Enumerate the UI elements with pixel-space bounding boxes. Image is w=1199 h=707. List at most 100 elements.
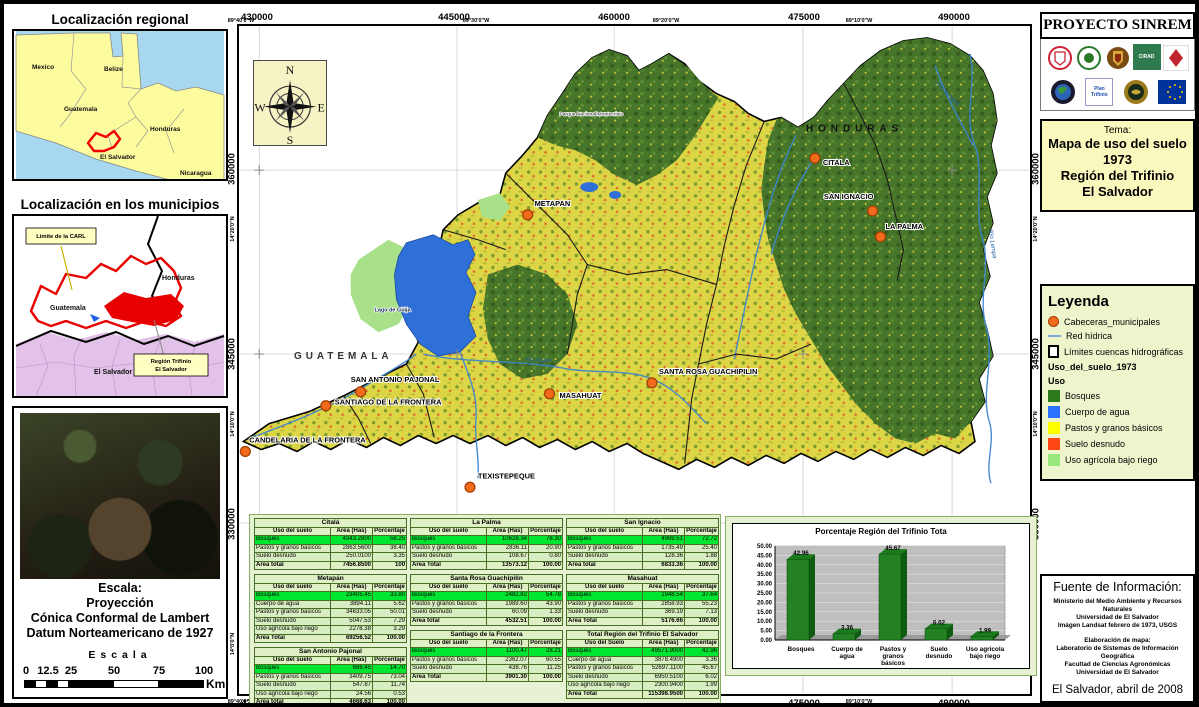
chart-title: Porcentaje Región del Trifinio Tota	[815, 527, 947, 536]
landuse-map-svg: HONDURAS GUATEMALA Lago de Güija Parque …	[239, 26, 1030, 694]
fuente-box: Fuente de Información: Ministerio del Me…	[1040, 574, 1195, 703]
bar-value-label: 3.36	[841, 625, 854, 632]
lon-label: 89°30'0"W	[462, 18, 490, 24]
utm-label: 345000	[226, 338, 238, 370]
table-row: Bosques 49571.9000 42.96	[566, 647, 719, 657]
fuente-title: Fuente de Información:	[1053, 580, 1182, 594]
table-header-row: Uso del suelo Área (Has) Porcentaje	[410, 582, 563, 592]
city-dot-icon	[522, 209, 534, 221]
city-marker[interactable]: SAN IGNACIO	[823, 191, 879, 217]
table-row: Cuerpo de agua 3894.11 5.62	[254, 599, 408, 609]
y-tick-label: 40.00	[757, 563, 773, 569]
table-row: Bosques 1948.54 37.64	[566, 591, 720, 601]
legend-item: Límites cuencas hidrográficas	[1048, 345, 1187, 358]
table-row: Bosques 4969.51 72.72	[566, 535, 720, 545]
svg-text:El Salvador: El Salvador	[100, 154, 136, 161]
landuse-table: Santa Rosa Guachipilín Uso del suelo Área …	[410, 574, 563, 626]
city-marker[interactable]: SANTA ROSA GUACHIPILIN	[646, 366, 758, 389]
legend-item: Cabeceras_municipales	[1048, 316, 1187, 327]
city-marker[interactable]: LA PALMA	[874, 221, 925, 243]
photo-tree	[20, 413, 220, 579]
datum-name: Datum Norteamericano de 1927	[26, 626, 214, 640]
fuente-line: Facultad de Ciencias Agronómicas	[1064, 661, 1171, 668]
city-marker[interactable]: SAN ANTONIO PAJONAL	[350, 374, 441, 398]
guatemala-label: GUATEMALA	[294, 351, 393, 362]
table-row: Suelo desnudo 5047.53 7.29	[254, 616, 408, 626]
bar-side-3d	[993, 631, 999, 640]
x-category-label: agua	[840, 653, 855, 660]
logos-box: CIRAD Plan Trifinio	[1040, 39, 1195, 111]
scalebar: 0 12.5 25 50 75 100 Km	[22, 665, 226, 691]
projection-name: Cónica Conformal de Lambert	[30, 611, 210, 625]
lon-label: 89°40'0"W	[227, 18, 255, 24]
landuse-table: San Antonio Pajonal Uso del suelo Área (Ha…	[253, 647, 408, 703]
fuente-footer: El Salvador, abril de 2008	[1051, 684, 1184, 696]
legend-items: Cabeceras_municipales Red hídrica Límites …	[1048, 316, 1187, 466]
svg-text:Limite de la CARL: Limite de la CARL	[36, 234, 86, 240]
svg-text:Honduras: Honduras	[162, 275, 195, 282]
city-marker[interactable]: MASAHUAT	[543, 388, 603, 401]
compass-rose-icon: N S W E	[254, 63, 325, 147]
svg-text:S: S	[287, 133, 294, 145]
table-row: Suelo desnudo 250.0100 3.35	[254, 552, 408, 562]
table-title-row: Santiago de la Frontera	[409, 630, 564, 640]
table-row: Pastos y granos básicos 2863.5600 38.40	[254, 543, 408, 553]
utm-label: 475000	[788, 698, 820, 707]
city-marker[interactable]: METAPAN	[522, 198, 571, 221]
x-category-label: Suelo	[930, 646, 947, 653]
tema-line: 1973	[1103, 152, 1132, 167]
y-tick-label: 25.00	[757, 591, 773, 597]
table-row: Suelo desnudo 60.09 1.33	[410, 608, 563, 618]
shield-gold-logo	[1104, 44, 1132, 72]
city-marker-icon	[1048, 316, 1059, 327]
city-label: SAN ANTONIO PAJONAL	[351, 375, 440, 384]
tema-label: Tema:	[1103, 125, 1132, 136]
legend-title: Leyenda	[1048, 293, 1109, 310]
plan-trifinio-logo: Plan Trifinio	[1085, 78, 1114, 106]
city-marker[interactable]: CITALA	[809, 152, 851, 168]
trifinio-outline-red	[86, 129, 122, 153]
table-row: Pastos y granos básicos 2836.11 20.90	[410, 543, 563, 553]
x-category-label: bajo riego	[970, 653, 1001, 660]
utm-label: 360000	[226, 153, 238, 185]
x-category-label: Uso agrícola	[966, 646, 1005, 653]
table-row: Pastos y granos básicos 3409.75 73.04	[254, 672, 408, 682]
scalebar-unit: Km	[206, 677, 226, 691]
fuente-line: Elaboración de mapa:	[1084, 637, 1151, 644]
lake-label: Lago de Güija	[375, 307, 412, 313]
y-tick-label: 20.00	[757, 600, 773, 606]
y-tick-label: 50.00	[757, 544, 773, 550]
y-tick-label: 0.00	[760, 638, 772, 644]
table-row: Suelo desnudo 438.76 11.25	[410, 664, 564, 674]
lon-label: 89°10'0"W	[845, 699, 873, 705]
legend-item: Uso	[1048, 376, 1066, 386]
svg-text:Belize: Belize	[104, 66, 123, 73]
river-label-angue: Río Angue	[526, 357, 552, 364]
table-total-row: Área Total 13573.12 100.00	[410, 560, 563, 570]
svg-text:E: E	[318, 100, 325, 114]
bar-chart-svg: 0.00 5.00 10.00 15.00 20.00 25.00 30.00 35.00 40…	[757, 544, 1011, 667]
bar-4	[970, 636, 994, 641]
tema-line: Región del Trifinio	[1060, 168, 1175, 183]
city-marker[interactable]: CANDELARIA DE LA FRONTERA	[239, 435, 367, 458]
legend-box: Leyenda Cabeceras_municipales Red hídrica…	[1040, 284, 1195, 481]
city-dot-icon	[809, 152, 821, 164]
table-title-row: La Palma	[410, 518, 563, 528]
pond	[609, 191, 622, 199]
table-row: Suelo desnudo 6950.5100 6.02	[566, 672, 719, 682]
eu-flag-logo	[1157, 78, 1186, 106]
map-frame[interactable]: HONDURAS GUATEMALA Lago de Güija Parque …	[237, 24, 1037, 703]
svg-text:Guatemala: Guatemala	[64, 106, 98, 113]
landuse-swatch-icon	[1048, 390, 1060, 402]
table-title-row: Masahuat	[565, 574, 720, 584]
legend-item: Uso_del_suelo_1973	[1048, 362, 1137, 372]
city-marker[interactable]: TEXISTEPEQUE	[464, 470, 536, 493]
landuse-table: La Palma Uso del suelo Área (Has) Porcentaj…	[410, 518, 563, 570]
y-tick-label: 35.00	[757, 572, 773, 578]
legend-item: Bosques	[1048, 390, 1187, 402]
tables-column-2: La Palma Uso del suelo Área (Has) Porcentaj…	[409, 518, 564, 703]
country-border-black	[15, 329, 225, 348]
city-dot-icon	[874, 231, 887, 243]
city-marker[interactable]: SANTIAGO DE LA FRONTERA	[320, 397, 443, 412]
